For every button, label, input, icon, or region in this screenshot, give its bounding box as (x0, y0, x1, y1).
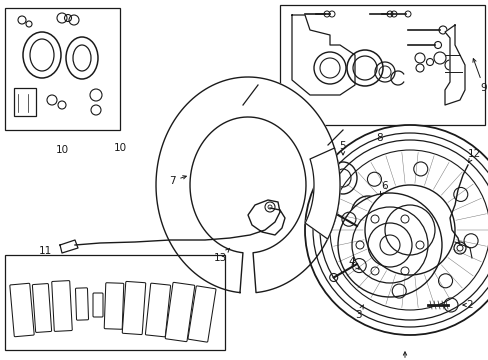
Circle shape (305, 125, 488, 335)
FancyBboxPatch shape (104, 283, 123, 329)
FancyBboxPatch shape (93, 293, 103, 317)
FancyBboxPatch shape (165, 282, 194, 342)
Text: 12: 12 (467, 149, 480, 162)
Text: 9: 9 (472, 59, 487, 93)
Bar (280, 5, 484, 125)
FancyBboxPatch shape (188, 286, 216, 342)
FancyBboxPatch shape (122, 282, 145, 334)
Text: 7: 7 (168, 176, 186, 186)
FancyBboxPatch shape (52, 280, 72, 332)
Polygon shape (291, 15, 354, 95)
Bar (5, 255, 224, 350)
Text: 10: 10 (113, 143, 126, 153)
Text: 13: 13 (213, 248, 229, 263)
Text: 8: 8 (376, 133, 383, 143)
FancyBboxPatch shape (75, 288, 88, 320)
FancyBboxPatch shape (10, 283, 34, 337)
Text: 3: 3 (354, 305, 363, 320)
FancyBboxPatch shape (145, 283, 170, 337)
Text: 4: 4 (348, 257, 359, 269)
Polygon shape (156, 77, 339, 293)
Polygon shape (60, 240, 78, 253)
Text: 5: 5 (339, 141, 346, 155)
Polygon shape (444, 25, 464, 105)
Bar (14, 88, 36, 116)
Text: 2: 2 (462, 300, 472, 310)
Text: 1: 1 (401, 352, 407, 360)
Bar (5, 8, 120, 130)
Circle shape (337, 193, 441, 297)
Text: 11: 11 (38, 246, 52, 256)
Text: 10: 10 (55, 145, 68, 155)
Polygon shape (305, 148, 339, 239)
FancyBboxPatch shape (32, 284, 51, 332)
Text: 6: 6 (380, 181, 387, 195)
